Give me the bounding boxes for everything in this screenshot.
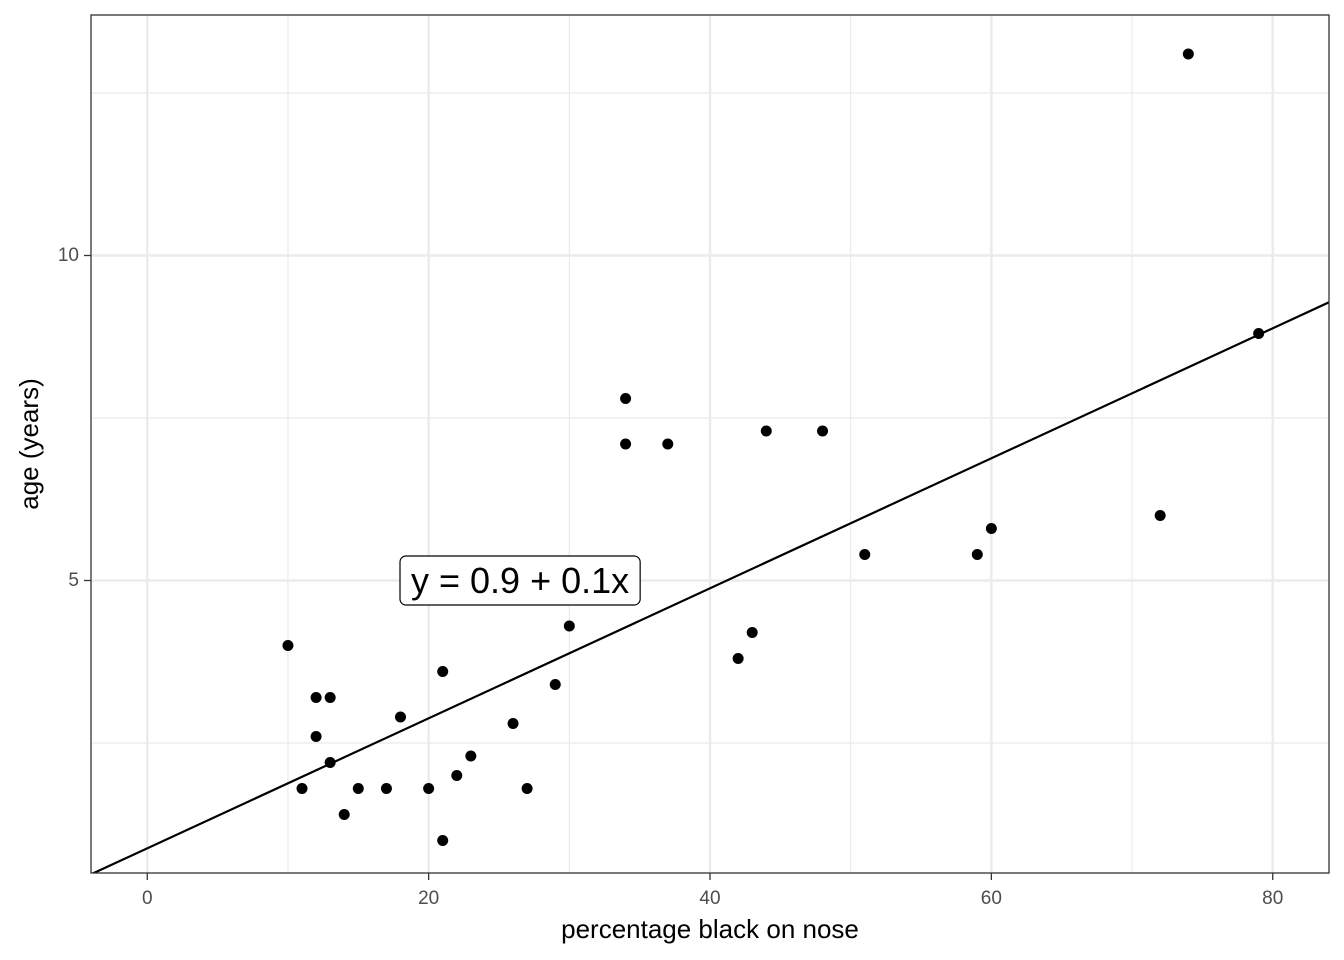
data-point <box>971 549 983 560</box>
regression-line <box>91 301 1329 873</box>
y-tick-label: 5 <box>68 570 79 591</box>
data-point <box>310 731 322 742</box>
data-point <box>521 783 533 794</box>
data-point <box>817 425 829 437</box>
data-point <box>563 620 575 632</box>
data-point <box>620 393 632 404</box>
x-axis-ticks: 0 20 40 60 80 <box>142 873 1283 909</box>
data-point <box>662 438 674 450</box>
data-point <box>1154 510 1166 521</box>
data-point <box>437 835 449 846</box>
data-point <box>338 809 350 820</box>
data-point <box>395 711 406 723</box>
data-point <box>296 783 308 794</box>
equation-label: y = 0.9 + 0.1x <box>411 560 629 601</box>
data-point <box>1253 328 1265 339</box>
data-point <box>310 692 322 703</box>
y-tick-label: 10 <box>58 245 79 266</box>
y-axis-ticks: 5 10 <box>58 245 91 591</box>
x-tick-label: 20 <box>418 888 439 909</box>
data-point <box>324 757 336 768</box>
data-point <box>1182 48 1194 60</box>
x-tick-label: 40 <box>699 888 720 909</box>
data-point <box>465 750 477 762</box>
data-point <box>437 666 449 677</box>
data-point <box>985 523 997 534</box>
data-point <box>507 718 519 729</box>
data-point <box>549 679 561 690</box>
data-point <box>324 692 336 703</box>
data-points <box>282 48 1265 846</box>
y-axis-title: age (years) <box>14 378 44 510</box>
x-tick-label: 0 <box>142 888 153 909</box>
data-point <box>380 783 392 794</box>
data-point <box>760 425 772 437</box>
data-point <box>282 640 294 651</box>
data-point <box>451 770 463 781</box>
x-tick-label: 60 <box>981 888 1002 909</box>
equation-label-box <box>399 555 641 606</box>
major-gridlines <box>91 15 1329 873</box>
data-point <box>352 783 364 794</box>
data-point <box>732 653 744 664</box>
data-point <box>746 627 758 638</box>
data-point <box>423 783 435 794</box>
x-tick-label: 80 <box>1262 888 1283 909</box>
x-axis-title: percentage black on nose <box>561 914 859 944</box>
data-point <box>859 549 871 560</box>
equation-annotation: y = 0.9 + 0.1x <box>399 555 641 606</box>
data-point <box>620 438 632 450</box>
